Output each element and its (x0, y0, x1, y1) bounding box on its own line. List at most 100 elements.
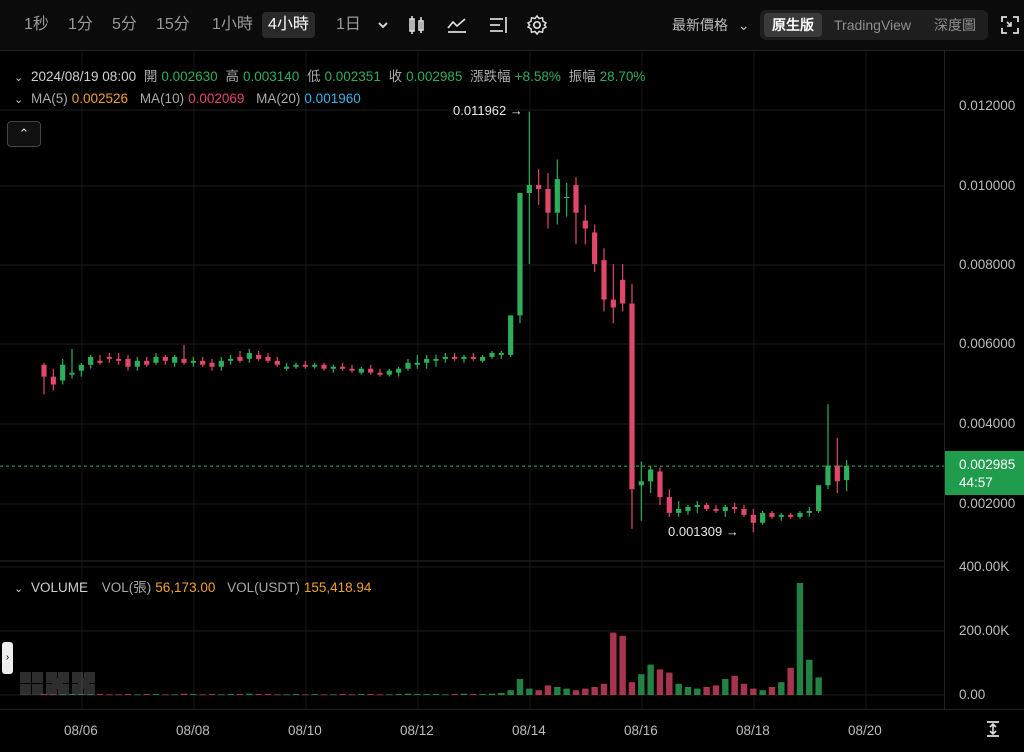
volume-bar (124, 694, 132, 695)
volume-label: VOLUME (30, 580, 88, 595)
candle-body (825, 465, 831, 486)
fullscreen-icon[interactable] (998, 13, 1022, 37)
time-axis[interactable]: 08/06 08/08 08/10 08/12 08/14 08/16 08/18 08/20 (0, 709, 1024, 752)
volume-bar (666, 672, 673, 695)
expand-sidebar-button[interactable]: › (2, 642, 13, 674)
volume-bar (339, 694, 346, 695)
price-axis[interactable]: 0.012000 0.010000 0.008000 0.006000 0.004000… (944, 51, 1024, 709)
price-tick-label: 0.004000 (959, 416, 1016, 431)
volume-bar (731, 675, 738, 695)
legend-change-label: 漲跌幅 (470, 69, 511, 84)
timeframe-0[interactable]: 1秒 (24, 16, 49, 33)
volume-bar (106, 694, 113, 696)
candle-body (582, 220, 588, 229)
price-tick-label: 0.008000 (959, 257, 1016, 272)
current-price-tag: 0.002985 44:57 (945, 451, 1024, 495)
view-depth-tab[interactable]: 深度圖 (934, 17, 976, 33)
candle-body (116, 358, 122, 361)
collapse-volume-chevron-icon[interactable]: ⌄ (14, 583, 24, 595)
candle-body (498, 352, 504, 355)
legend-amp-value: 28.70% (599, 69, 646, 84)
view-tradingview-tab[interactable]: TradingView (834, 17, 912, 33)
volume-bar (470, 694, 477, 695)
candle-body (433, 358, 439, 361)
candlestick-icon[interactable] (404, 12, 430, 38)
volume-bar (218, 694, 225, 696)
candle-body (50, 376, 56, 385)
ohlc-legend: ⌄ 2024/08/19 08:00 開 0.002630 高 0.003140 低… (14, 65, 649, 85)
legend-low-value: 0.002351 (324, 69, 381, 84)
candle-body (41, 364, 47, 377)
volume-bar (750, 688, 757, 695)
candle-body (88, 356, 94, 365)
legend-open-value: 0.002630 (161, 69, 218, 84)
price-tick-label: 0.002000 (959, 496, 1016, 511)
volume-bar (348, 694, 356, 696)
price-type-select[interactable]: 最新價格 ⌄ (672, 12, 750, 38)
volume-bar (684, 687, 692, 695)
indicator-chart-icon[interactable] (444, 12, 470, 38)
vol-contracts-label: VOL(張) (101, 580, 152, 595)
volume-bar (498, 693, 505, 695)
candle-body (732, 506, 738, 509)
candle-body (713, 508, 719, 511)
volume-bar (796, 583, 804, 695)
vol-contracts-value: 56,173.00 (155, 580, 216, 595)
volume-bar (722, 679, 729, 695)
candle-body (517, 192, 523, 316)
candle-body (181, 358, 187, 363)
candle-body (377, 372, 383, 375)
candlestick-chart[interactable]: 0.011962 → 0.001309 → (0, 51, 944, 709)
chevron-up-icon: ⌃ (18, 126, 30, 141)
volume-bar (50, 694, 57, 696)
candle-body (209, 362, 215, 367)
candle-body (722, 506, 728, 511)
volume-bar (208, 694, 216, 695)
timeframe-2[interactable]: 5分 (112, 16, 137, 33)
candle-body (69, 372, 75, 375)
date-tick-label: 08/16 (624, 723, 658, 738)
candle-body (368, 368, 374, 373)
timeframe-6[interactable]: 1日 (336, 16, 361, 33)
candle-body (218, 360, 224, 367)
candle-body (694, 505, 700, 507)
gear-icon[interactable] (524, 12, 550, 38)
volume-bar (787, 667, 794, 695)
ma-legend: ⌄ MA(5) 0.002526 MA(10) 0.002069 MA(20) 0.0… (14, 91, 365, 106)
timeframe-5[interactable]: 4小時 (262, 12, 315, 38)
scroll-to-latest-icon[interactable] (982, 718, 1004, 740)
view-native-tab[interactable]: 原生版 (764, 13, 822, 37)
legend-change-value: +8.58% (514, 69, 561, 84)
volume-bar (87, 694, 94, 696)
candle-body (638, 481, 644, 486)
date-tick-label: 08/20 (848, 723, 882, 738)
collapse-indicators-button[interactable]: ⌃ (7, 121, 41, 147)
timeframe-1[interactable]: 1分 (68, 16, 93, 33)
chevron-down-icon: ⌄ (737, 17, 750, 33)
candle-body (246, 352, 252, 359)
timeframe-more-chevron-icon[interactable] (370, 12, 396, 38)
volume-bar (535, 690, 542, 695)
candle-body (750, 514, 756, 523)
volume-bar (600, 683, 608, 695)
collapse-ma-chevron-icon[interactable]: ⌄ (14, 94, 24, 106)
candle-body (620, 279, 626, 304)
volume-bar (330, 694, 337, 696)
price-tick-label: 0.010000 (959, 178, 1016, 193)
timeframe-4[interactable]: 1小時 (212, 16, 253, 33)
candle-body (648, 469, 654, 482)
volume-bar (246, 693, 253, 695)
candle-body (657, 471, 663, 498)
volume-bar (610, 632, 617, 695)
candle-body (349, 368, 355, 371)
volume-bar (414, 694, 421, 695)
collapse-legend-chevron-icon[interactable]: ⌄ (14, 72, 24, 84)
volume-bar (227, 694, 234, 695)
indicator-list-icon[interactable] (485, 12, 511, 38)
candle-body (358, 368, 364, 373)
volume-bar (432, 694, 440, 695)
timeframe-3[interactable]: 15分 (156, 16, 190, 33)
candle-body (144, 360, 150, 365)
volume-bar (488, 693, 496, 695)
candle-body (666, 497, 672, 513)
